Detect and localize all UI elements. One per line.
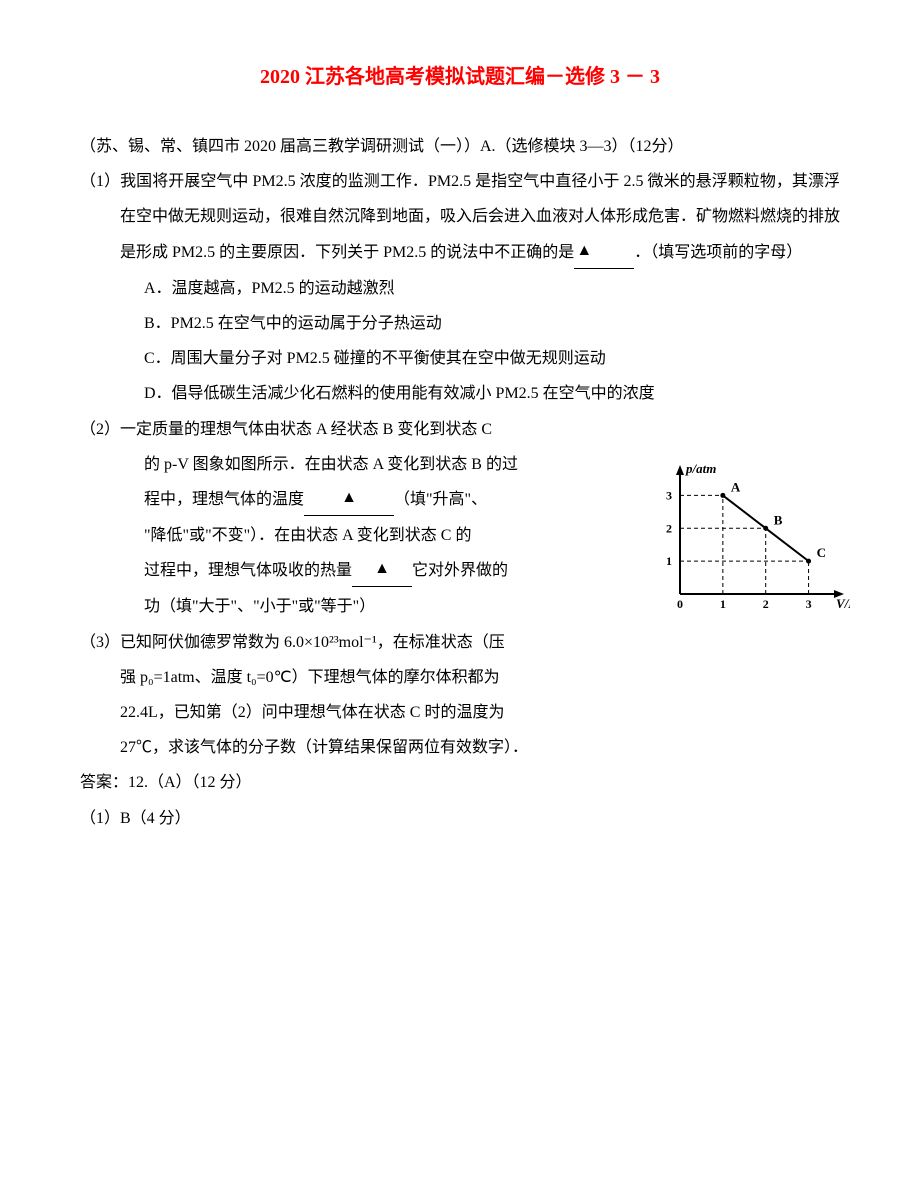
- triangle-icon: ▲: [576, 242, 592, 259]
- q1-blank: ▲: [574, 233, 634, 269]
- svg-text:p/atm: p/atm: [685, 461, 716, 476]
- answer-line2: （1）B（4 分）: [80, 801, 840, 836]
- page-title: 2020 江苏各地高考模拟试题汇编－选修 3 － 3: [80, 60, 840, 89]
- triangle-icon: ▲: [374, 560, 390, 577]
- svg-text:2: 2: [763, 597, 769, 611]
- q2-line5-b: 它对外界做的: [412, 562, 508, 579]
- q1-option-b: B．PM2.5 在空气中的运动属于分子热运动: [144, 306, 840, 341]
- svg-text:2: 2: [666, 521, 672, 535]
- q2-line5-a: 过程中，理想气体吸收的热量: [144, 562, 352, 579]
- q3-line1: （3）已知阿伏伽德罗常数为 6.0×10²³mol⁻¹，在标准状态（压: [80, 625, 840, 660]
- header-line: （苏、锡、常、镇四市 2020 届高三教学调研测试（一））A.（选修模块 3—3…: [80, 129, 840, 164]
- q1-option-d: D．倡导低碳生活减少化石燃料的使用能有效减小 PM2.5 在空气中的浓度: [144, 376, 840, 411]
- q2-blank1: ▲: [304, 480, 394, 516]
- q2-line3-a: 程中，理想气体的温度: [144, 491, 304, 508]
- q1-text-b: ．（填写选项前的字母）: [634, 244, 802, 261]
- svg-text:1: 1: [666, 554, 672, 568]
- svg-text:A: A: [731, 479, 741, 494]
- q3-line4: 27℃，求该气体的分子数（计算结果保留两位有效数字）．: [120, 730, 840, 765]
- svg-text:0: 0: [677, 597, 683, 611]
- q2-line1: （2）一定质量的理想气体由状态 A 经状态 B 变化到状态 C: [80, 412, 840, 447]
- svg-text:3: 3: [806, 597, 812, 611]
- q1-option-a: A．温度越高，PM2.5 的运动越激烈: [144, 271, 840, 306]
- q1-stem: （1）我国将开展空气中 PM2.5 浓度的监测工作．PM2.5 是指空气中直径小…: [80, 164, 840, 271]
- content: （苏、锡、常、镇四市 2020 届高三教学调研测试（一））A.（选修模块 3—3…: [80, 129, 840, 836]
- answer-line1: 答案：12.（A）（12 分）: [80, 765, 840, 800]
- title-text: 2020 江苏各地高考模拟试题汇编－选修 3 － 3: [260, 66, 660, 88]
- pv-chart: 0 1 2 3 1 2 3 A B C V/L p/atm: [650, 459, 850, 619]
- svg-text:C: C: [817, 545, 826, 560]
- q3-line3: 22.4L，已知第（2）问中理想气体在状态 C 时的温度为: [120, 695, 840, 730]
- svg-text:1: 1: [720, 597, 726, 611]
- triangle-icon: ▲: [341, 489, 357, 506]
- q1-option-c: C．周围大量分子对 PM2.5 碰撞的不平衡使其在空中做无规则运动: [144, 341, 840, 376]
- q2-blank2: ▲: [352, 551, 412, 587]
- svg-text:3: 3: [666, 488, 672, 502]
- q2-line3-b: （填"升高"、: [394, 491, 487, 508]
- svg-text:V/L: V/L: [836, 596, 850, 611]
- svg-text:B: B: [774, 512, 783, 527]
- q3-line2: 强 p₀=1atm、温度 t₀=0℃）下理想气体的摩尔体积都为: [120, 660, 840, 695]
- header-text: （苏、锡、常、镇四市 2020 届高三教学调研测试（一））A.（选修模块 3—3…: [80, 138, 684, 155]
